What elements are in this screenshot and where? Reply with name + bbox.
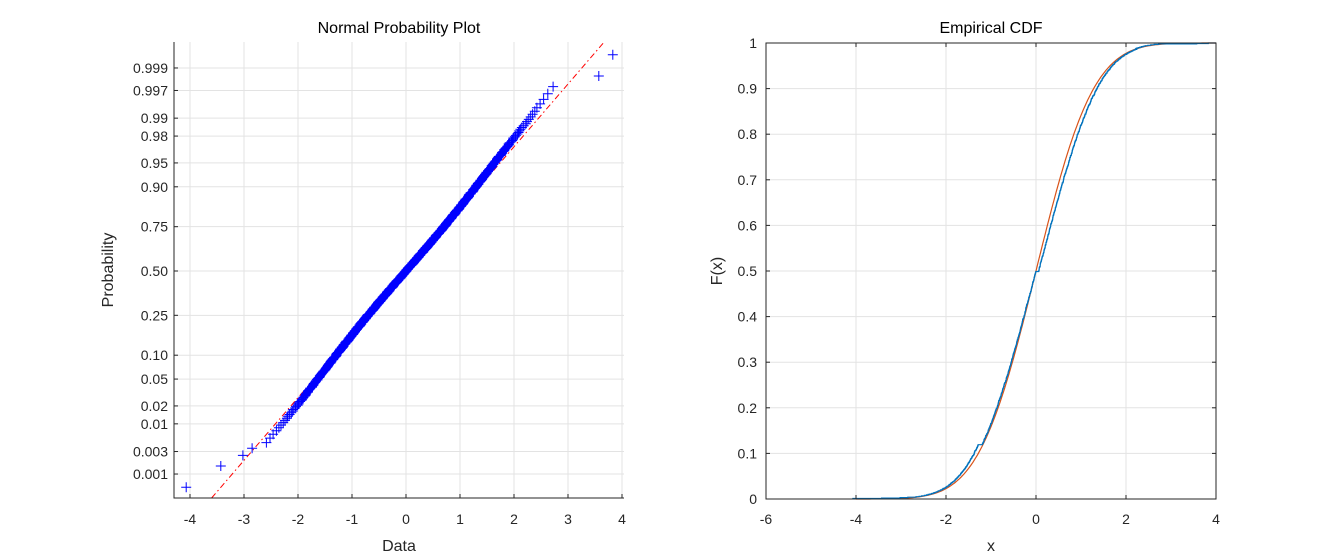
left-x-tick-label: -3: [238, 511, 251, 527]
right-y-tick-label: 0.7: [738, 172, 758, 188]
right-axes: -6 -4 -2 0 2 4 0 0.1 0.2 0.3 0.4 0.5 0.6 0.7 0.8 0.9 1: [738, 35, 1221, 527]
left-axes-background: [174, 42, 624, 498]
left-axis-lines: [173, 42, 624, 499]
left-y-tick-label: 0.05: [141, 371, 168, 387]
right-x-axis-label: x: [987, 538, 995, 555]
left-y-tick-label: 0.98: [141, 128, 168, 144]
empirical-cdf-plot: -6 -4 -2 0 2 4 0 0.1 0.2 0.3 0.4 0.5 0.6 0.7 0.8 0.9 1 E…: [709, 20, 1220, 555]
right-y-tick-label: 0.1: [738, 445, 758, 461]
left-grid: [174, 42, 624, 498]
right-data-series: [852, 42, 1216, 500]
sample-data-markers: [181, 49, 618, 493]
left-y-tick-label: 0.02: [141, 398, 168, 414]
left-x-tick-label: 3: [564, 511, 572, 527]
left-x-tick-label: -1: [346, 511, 359, 527]
left-y-tick-label: 0.997: [133, 82, 168, 98]
left-x-tick-label: 1: [456, 511, 464, 527]
left-data-series: [181, 41, 618, 499]
right-x-tick-label: 2: [1122, 511, 1130, 527]
empirical-cdf-line: [852, 42, 1216, 500]
left-y-axis-label: Probability: [100, 233, 117, 308]
left-axes: -4 -3 -2 -1 0 1 2 3 4 0.001 0.003 0.01 0.02 0.05 0.10 0…: [133, 42, 626, 527]
left-y-tick-label: 0.001: [133, 466, 168, 482]
right-y-axis-label: F(x): [709, 257, 726, 285]
left-x-tick-label: 0: [402, 511, 410, 527]
right-x-tick-label: -2: [940, 511, 953, 527]
left-y-tick-label: 0.90: [141, 179, 168, 195]
left-y-tick-label: 0.999: [133, 60, 168, 76]
left-chart-title: Normal Probability Plot: [318, 20, 481, 37]
left-x-tick-label: -4: [184, 511, 197, 527]
right-y-tick-label: 1: [749, 35, 757, 51]
right-x-tick-label: -4: [850, 511, 863, 527]
left-y-tick-label: 0.99: [141, 110, 168, 126]
left-x-axis-label: Data: [382, 538, 416, 555]
left-y-tick-label: 0.01: [141, 416, 168, 432]
normal-probability-plot: -4 -3 -2 -1 0 1 2 3 4 0.001 0.003 0.01 0.02 0.05 0.10 0…: [100, 20, 626, 555]
right-y-tick-label: 0.3: [738, 354, 758, 370]
left-x-tick-label: 2: [510, 511, 518, 527]
right-y-tick-label: 0.8: [738, 126, 758, 142]
left-y-tick-label: 0.10: [141, 347, 168, 363]
right-x-tick-label: -6: [760, 511, 773, 527]
left-y-tick-label: 0.25: [141, 307, 168, 323]
right-y-tick-label: 0: [749, 491, 757, 507]
left-y-tick-label: 0.50: [141, 263, 168, 279]
left-y-tick-label: 0.75: [141, 219, 168, 235]
left-y-tick-label: 0.95: [141, 155, 168, 171]
right-x-tick-label: 0: [1032, 511, 1040, 527]
right-x-tick-label: 4: [1212, 511, 1220, 527]
right-y-tick-label: 0.4: [738, 309, 758, 325]
right-chart-title: Empirical CDF: [939, 20, 1042, 37]
right-y-tick-label: 0.9: [738, 81, 758, 97]
left-y-tick-label: 0.003: [133, 444, 168, 460]
right-y-tick-label: 0.5: [738, 263, 758, 279]
right-y-tick-label: 0.2: [738, 400, 758, 416]
left-x-tick-label: -2: [292, 511, 305, 527]
left-x-tick-label: 4: [618, 511, 626, 527]
right-y-tick-label: 0.6: [738, 217, 758, 233]
